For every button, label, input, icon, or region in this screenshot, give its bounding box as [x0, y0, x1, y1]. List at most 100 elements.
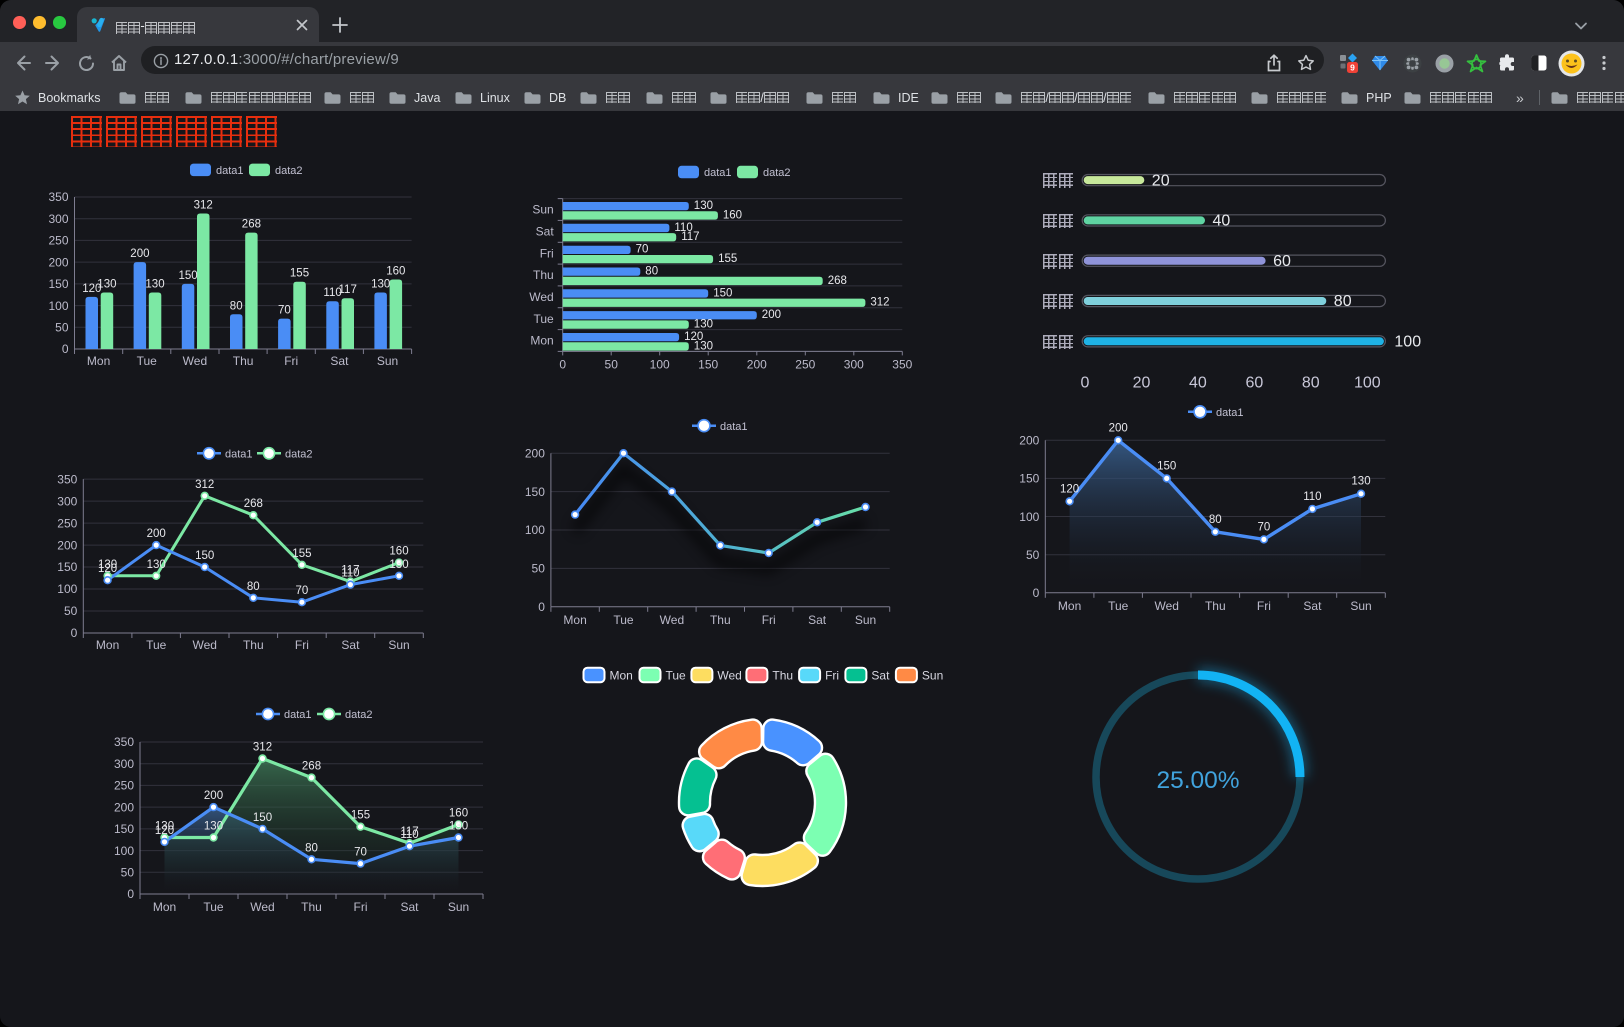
svg-text:40: 40	[1189, 375, 1207, 392]
svg-text:250: 250	[795, 357, 815, 371]
svg-text:80: 80	[1334, 293, 1352, 310]
svg-text:data1: data1	[720, 421, 748, 433]
svg-text:200: 200	[525, 446, 545, 460]
svg-text:200: 200	[48, 255, 68, 269]
svg-text:100: 100	[48, 299, 68, 313]
svg-text:data1: data1	[216, 165, 244, 177]
svg-text:100: 100	[1019, 510, 1039, 524]
svg-text:160: 160	[389, 546, 408, 558]
svg-text:Wed: Wed	[183, 354, 207, 368]
svg-text:130: 130	[155, 821, 174, 833]
svg-text:150: 150	[57, 560, 77, 574]
svg-text:120: 120	[82, 283, 101, 295]
svg-text:200: 200	[747, 357, 767, 371]
svg-text:110: 110	[323, 287, 341, 299]
svg-text:Tue: Tue	[203, 900, 224, 914]
svg-text:130: 130	[389, 559, 408, 571]
svg-text:200: 200	[130, 248, 149, 260]
svg-text:Fri: Fri	[354, 900, 368, 914]
svg-text:120: 120	[98, 563, 117, 575]
svg-text:80: 80	[230, 300, 243, 312]
svg-text:130: 130	[694, 340, 713, 352]
svg-text:268: 268	[242, 219, 261, 231]
svg-text:80: 80	[1302, 375, 1320, 392]
svg-text:155: 155	[292, 548, 311, 560]
svg-text:Sun: Sun	[922, 669, 943, 683]
svg-text:Mon: Mon	[87, 354, 110, 368]
svg-text:120: 120	[155, 825, 174, 837]
svg-text:250: 250	[48, 234, 68, 248]
svg-text:150: 150	[195, 550, 214, 562]
svg-text:Wed: Wed	[660, 613, 684, 627]
svg-text:Thu: Thu	[301, 900, 322, 914]
svg-text:70: 70	[278, 305, 291, 317]
svg-text:200: 200	[114, 800, 134, 814]
svg-text:110: 110	[400, 829, 418, 841]
svg-text:100: 100	[1354, 375, 1381, 392]
svg-text:data1: data1	[704, 167, 732, 179]
svg-text:250: 250	[57, 516, 77, 530]
svg-text:130: 130	[145, 279, 164, 291]
svg-text:Sat: Sat	[536, 225, 555, 239]
svg-text:117: 117	[339, 284, 357, 296]
svg-text:300: 300	[844, 357, 864, 371]
svg-text:130: 130	[204, 821, 223, 833]
svg-text:160: 160	[386, 266, 405, 278]
svg-text:300: 300	[114, 757, 134, 771]
svg-text:Tue: Tue	[1108, 599, 1129, 613]
svg-text:155: 155	[718, 253, 737, 265]
svg-text:110: 110	[1303, 491, 1321, 503]
svg-text:150: 150	[114, 822, 134, 836]
svg-text:Thu: Thu	[533, 268, 554, 282]
svg-text:120: 120	[684, 331, 703, 343]
svg-text:130: 130	[449, 821, 468, 833]
svg-text:60: 60	[1273, 253, 1291, 270]
svg-text:Mon: Mon	[153, 900, 176, 914]
svg-text:312: 312	[870, 297, 889, 309]
svg-text:Sun: Sun	[448, 900, 469, 914]
svg-text:40: 40	[1213, 213, 1231, 230]
svg-text:120: 120	[1060, 483, 1079, 495]
svg-text:200: 200	[57, 538, 77, 552]
svg-text:Fri: Fri	[825, 669, 839, 683]
svg-text:Wed: Wed	[529, 290, 553, 304]
svg-text:130: 130	[98, 559, 117, 571]
svg-text:70: 70	[354, 847, 367, 859]
svg-text:100: 100	[114, 844, 134, 858]
svg-text:20: 20	[1133, 375, 1151, 392]
svg-text:150: 150	[48, 277, 68, 291]
svg-text:Tue: Tue	[533, 312, 554, 326]
svg-text:117: 117	[681, 231, 699, 243]
svg-text:200: 200	[1019, 434, 1039, 448]
svg-text:70: 70	[636, 244, 649, 256]
svg-text:Wed: Wed	[717, 669, 741, 683]
svg-text:data1: data1	[1216, 407, 1244, 419]
svg-text:200: 200	[1109, 422, 1128, 434]
svg-text:200: 200	[147, 528, 166, 540]
svg-text:312: 312	[194, 200, 213, 212]
svg-text:0: 0	[62, 342, 69, 356]
svg-text:Fri: Fri	[1257, 599, 1271, 613]
svg-text:Sun: Sun	[532, 203, 553, 217]
svg-text:0: 0	[1033, 586, 1040, 600]
svg-text:130: 130	[97, 279, 116, 291]
svg-text:100: 100	[525, 523, 545, 537]
svg-text:0: 0	[559, 357, 566, 371]
svg-text:0: 0	[127, 887, 134, 901]
svg-text:150: 150	[253, 812, 272, 824]
svg-text:Mon: Mon	[530, 334, 553, 348]
svg-text:110: 110	[341, 568, 359, 580]
svg-text:Thu: Thu	[772, 669, 793, 683]
svg-text:data2: data2	[763, 167, 791, 179]
svg-text:312: 312	[253, 742, 272, 754]
svg-text:300: 300	[48, 212, 68, 226]
svg-text:0: 0	[71, 626, 78, 640]
svg-text:Tue: Tue	[137, 354, 158, 368]
svg-text:117: 117	[341, 565, 359, 577]
svg-text:Wed: Wed	[250, 900, 274, 914]
svg-text:80: 80	[1209, 514, 1222, 526]
svg-text:0: 0	[538, 600, 545, 614]
svg-text:data2: data2	[345, 709, 373, 721]
svg-text:Tue: Tue	[666, 669, 687, 683]
svg-text:25.00%: 25.00%	[1156, 767, 1239, 794]
